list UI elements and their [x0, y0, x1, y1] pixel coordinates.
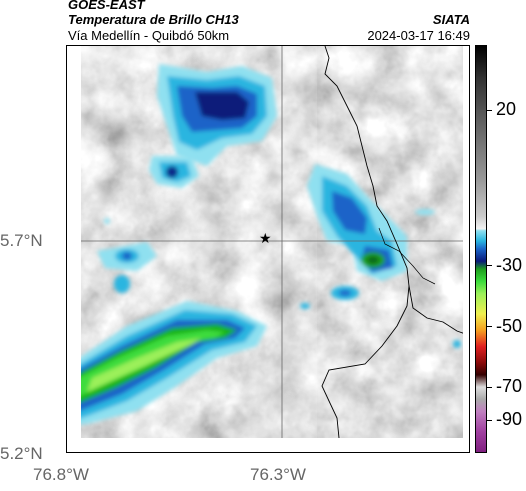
- latitude-label: 5.2°N: [0, 444, 43, 463]
- latitude-label: 5.7°N: [0, 231, 43, 250]
- agency-label: SIATA: [432, 12, 470, 27]
- colorbar-tick: [487, 420, 492, 421]
- datetime-label: 2024-03-17 16:49: [367, 28, 470, 43]
- municipal-boundary: [321, 285, 410, 452]
- cloud-cell-west: [149, 156, 199, 188]
- satellite-source: GOES-EAST: [68, 0, 145, 12]
- colorbar-label: -50: [496, 316, 523, 336]
- map-bottom-strip: [67, 438, 469, 452]
- colorbar-tick: [487, 326, 492, 327]
- longitude-label: 76.8°W: [33, 465, 89, 484]
- region-label: Vía Medellín - Quibdó 50km: [68, 28, 230, 43]
- location-star-icon: ★: [259, 230, 272, 246]
- river-boundary: [378, 227, 436, 285]
- colorbar-tick: [487, 265, 492, 266]
- satellite-map[interactable]: ★: [66, 45, 470, 453]
- map-right-strip: [463, 46, 469, 452]
- colorbar-tick: [487, 387, 492, 388]
- colorbar-label: -70: [496, 376, 523, 396]
- product-title: Temperatura de Brillo CH13: [68, 12, 239, 27]
- cloud-band-southwest: [67, 301, 267, 426]
- cloud-cluster-north: [157, 64, 277, 166]
- colorbar: [475, 45, 487, 453]
- colorbar-tick: [487, 110, 492, 111]
- colorbar-label: 20: [496, 99, 517, 119]
- colorbar-label: -30: [496, 255, 523, 275]
- longitude-label: 76.3°W: [250, 465, 306, 484]
- colorbar-label: -90: [496, 409, 523, 429]
- cloud-cell-small: [97, 209, 461, 348]
- map-left-strip: [67, 46, 81, 452]
- cloud-cluster-east: [307, 164, 407, 281]
- department-boundary: [324, 46, 469, 336]
